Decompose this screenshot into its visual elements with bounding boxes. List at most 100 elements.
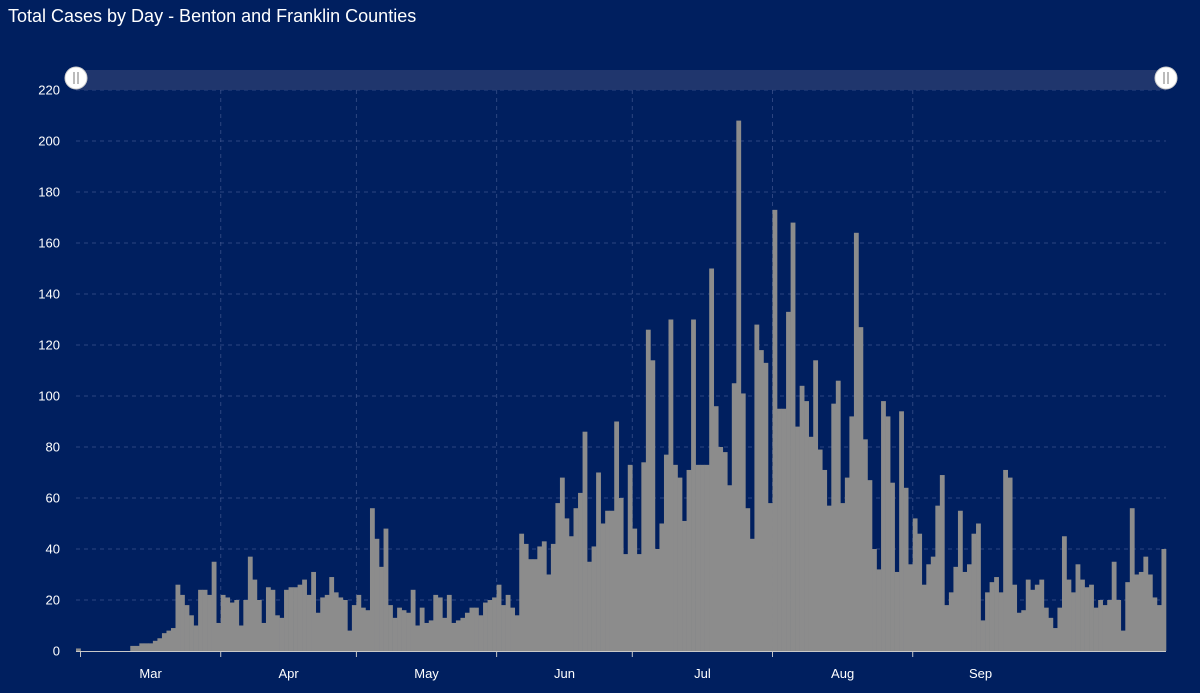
bar — [1084, 587, 1090, 651]
bar — [329, 577, 335, 651]
bar — [573, 508, 579, 651]
bar — [415, 625, 421, 651]
bar — [799, 385, 805, 651]
bar — [360, 607, 366, 651]
bar — [537, 546, 543, 651]
bar — [835, 380, 841, 651]
bar — [813, 360, 819, 651]
bar — [152, 640, 158, 651]
bar — [523, 543, 529, 651]
bar — [903, 487, 909, 651]
bar — [139, 643, 145, 651]
bar — [284, 589, 289, 651]
bar — [550, 543, 556, 651]
bar — [460, 617, 466, 651]
bar — [568, 536, 574, 651]
bar — [1152, 597, 1158, 651]
range-slider-handle-right[interactable] — [1154, 66, 1178, 90]
bar — [600, 523, 606, 651]
bar — [713, 406, 719, 651]
bar — [822, 469, 828, 651]
bar — [853, 232, 859, 652]
bar — [1066, 579, 1072, 651]
bar — [293, 587, 298, 651]
bar — [1057, 607, 1063, 651]
bar — [636, 554, 642, 651]
bar — [406, 612, 411, 651]
bar — [275, 615, 280, 651]
bar — [890, 482, 895, 651]
range-slider-handle-left[interactable] — [64, 66, 88, 90]
bar — [437, 597, 443, 651]
slider-handle-knob[interactable] — [1154, 66, 1178, 90]
bar — [546, 574, 552, 651]
bar — [899, 411, 904, 651]
y-tick-label: 20 — [46, 593, 60, 608]
bar — [908, 564, 914, 651]
y-tick-label: 200 — [38, 134, 60, 149]
bar — [939, 475, 945, 651]
bar — [944, 605, 950, 651]
bar — [718, 447, 724, 651]
bar — [1030, 589, 1036, 651]
x-tick-label: Sep — [969, 666, 992, 681]
bar — [862, 439, 868, 651]
slider-handle-knob[interactable] — [64, 66, 88, 90]
bar — [1147, 574, 1153, 651]
bar — [808, 436, 814, 651]
bar-layer — [76, 120, 1167, 652]
bar — [247, 556, 253, 651]
bar — [134, 645, 140, 651]
bar — [1102, 605, 1108, 651]
bar — [166, 630, 172, 651]
bar — [1143, 556, 1149, 651]
bar — [383, 528, 389, 651]
range-slider[interactable] — [64, 66, 1178, 90]
bar — [731, 383, 737, 651]
bar — [297, 584, 303, 651]
bar — [320, 597, 326, 651]
bar — [930, 556, 936, 651]
bar — [198, 589, 203, 651]
bar — [279, 617, 285, 651]
bar — [519, 533, 525, 651]
x-tick-label: Mar — [139, 666, 162, 681]
bar — [451, 622, 457, 651]
bar — [374, 538, 380, 651]
bar — [410, 589, 416, 651]
bar — [976, 523, 981, 651]
bar — [876, 569, 882, 651]
bar — [967, 564, 972, 651]
bar — [1098, 600, 1103, 651]
x-tick-label: Aug — [831, 666, 854, 681]
bar — [541, 541, 547, 651]
bar — [867, 480, 873, 651]
bar — [1129, 508, 1135, 651]
bar — [388, 605, 393, 651]
bar — [1093, 607, 1099, 651]
bar — [849, 416, 855, 651]
y-tick-label: 40 — [46, 542, 60, 557]
bar — [161, 633, 167, 651]
bar — [971, 533, 977, 651]
bar — [1120, 630, 1126, 651]
bar — [645, 329, 651, 651]
bar — [654, 549, 660, 651]
chart-title: Total Cases by Day - Benton and Franklin… — [8, 6, 417, 26]
bar — [804, 401, 809, 651]
bar — [143, 643, 149, 651]
bar — [596, 472, 601, 651]
y-tick-label: 80 — [46, 440, 60, 455]
bar — [709, 268, 715, 651]
bar — [351, 605, 357, 651]
bar — [369, 508, 375, 651]
bar — [641, 462, 647, 651]
bar — [505, 594, 511, 651]
bar — [433, 594, 439, 651]
bar — [1075, 564, 1081, 651]
bar — [1052, 628, 1058, 651]
bar — [727, 485, 733, 651]
bar — [252, 579, 258, 651]
bar — [1161, 549, 1167, 651]
bar — [1021, 610, 1027, 651]
